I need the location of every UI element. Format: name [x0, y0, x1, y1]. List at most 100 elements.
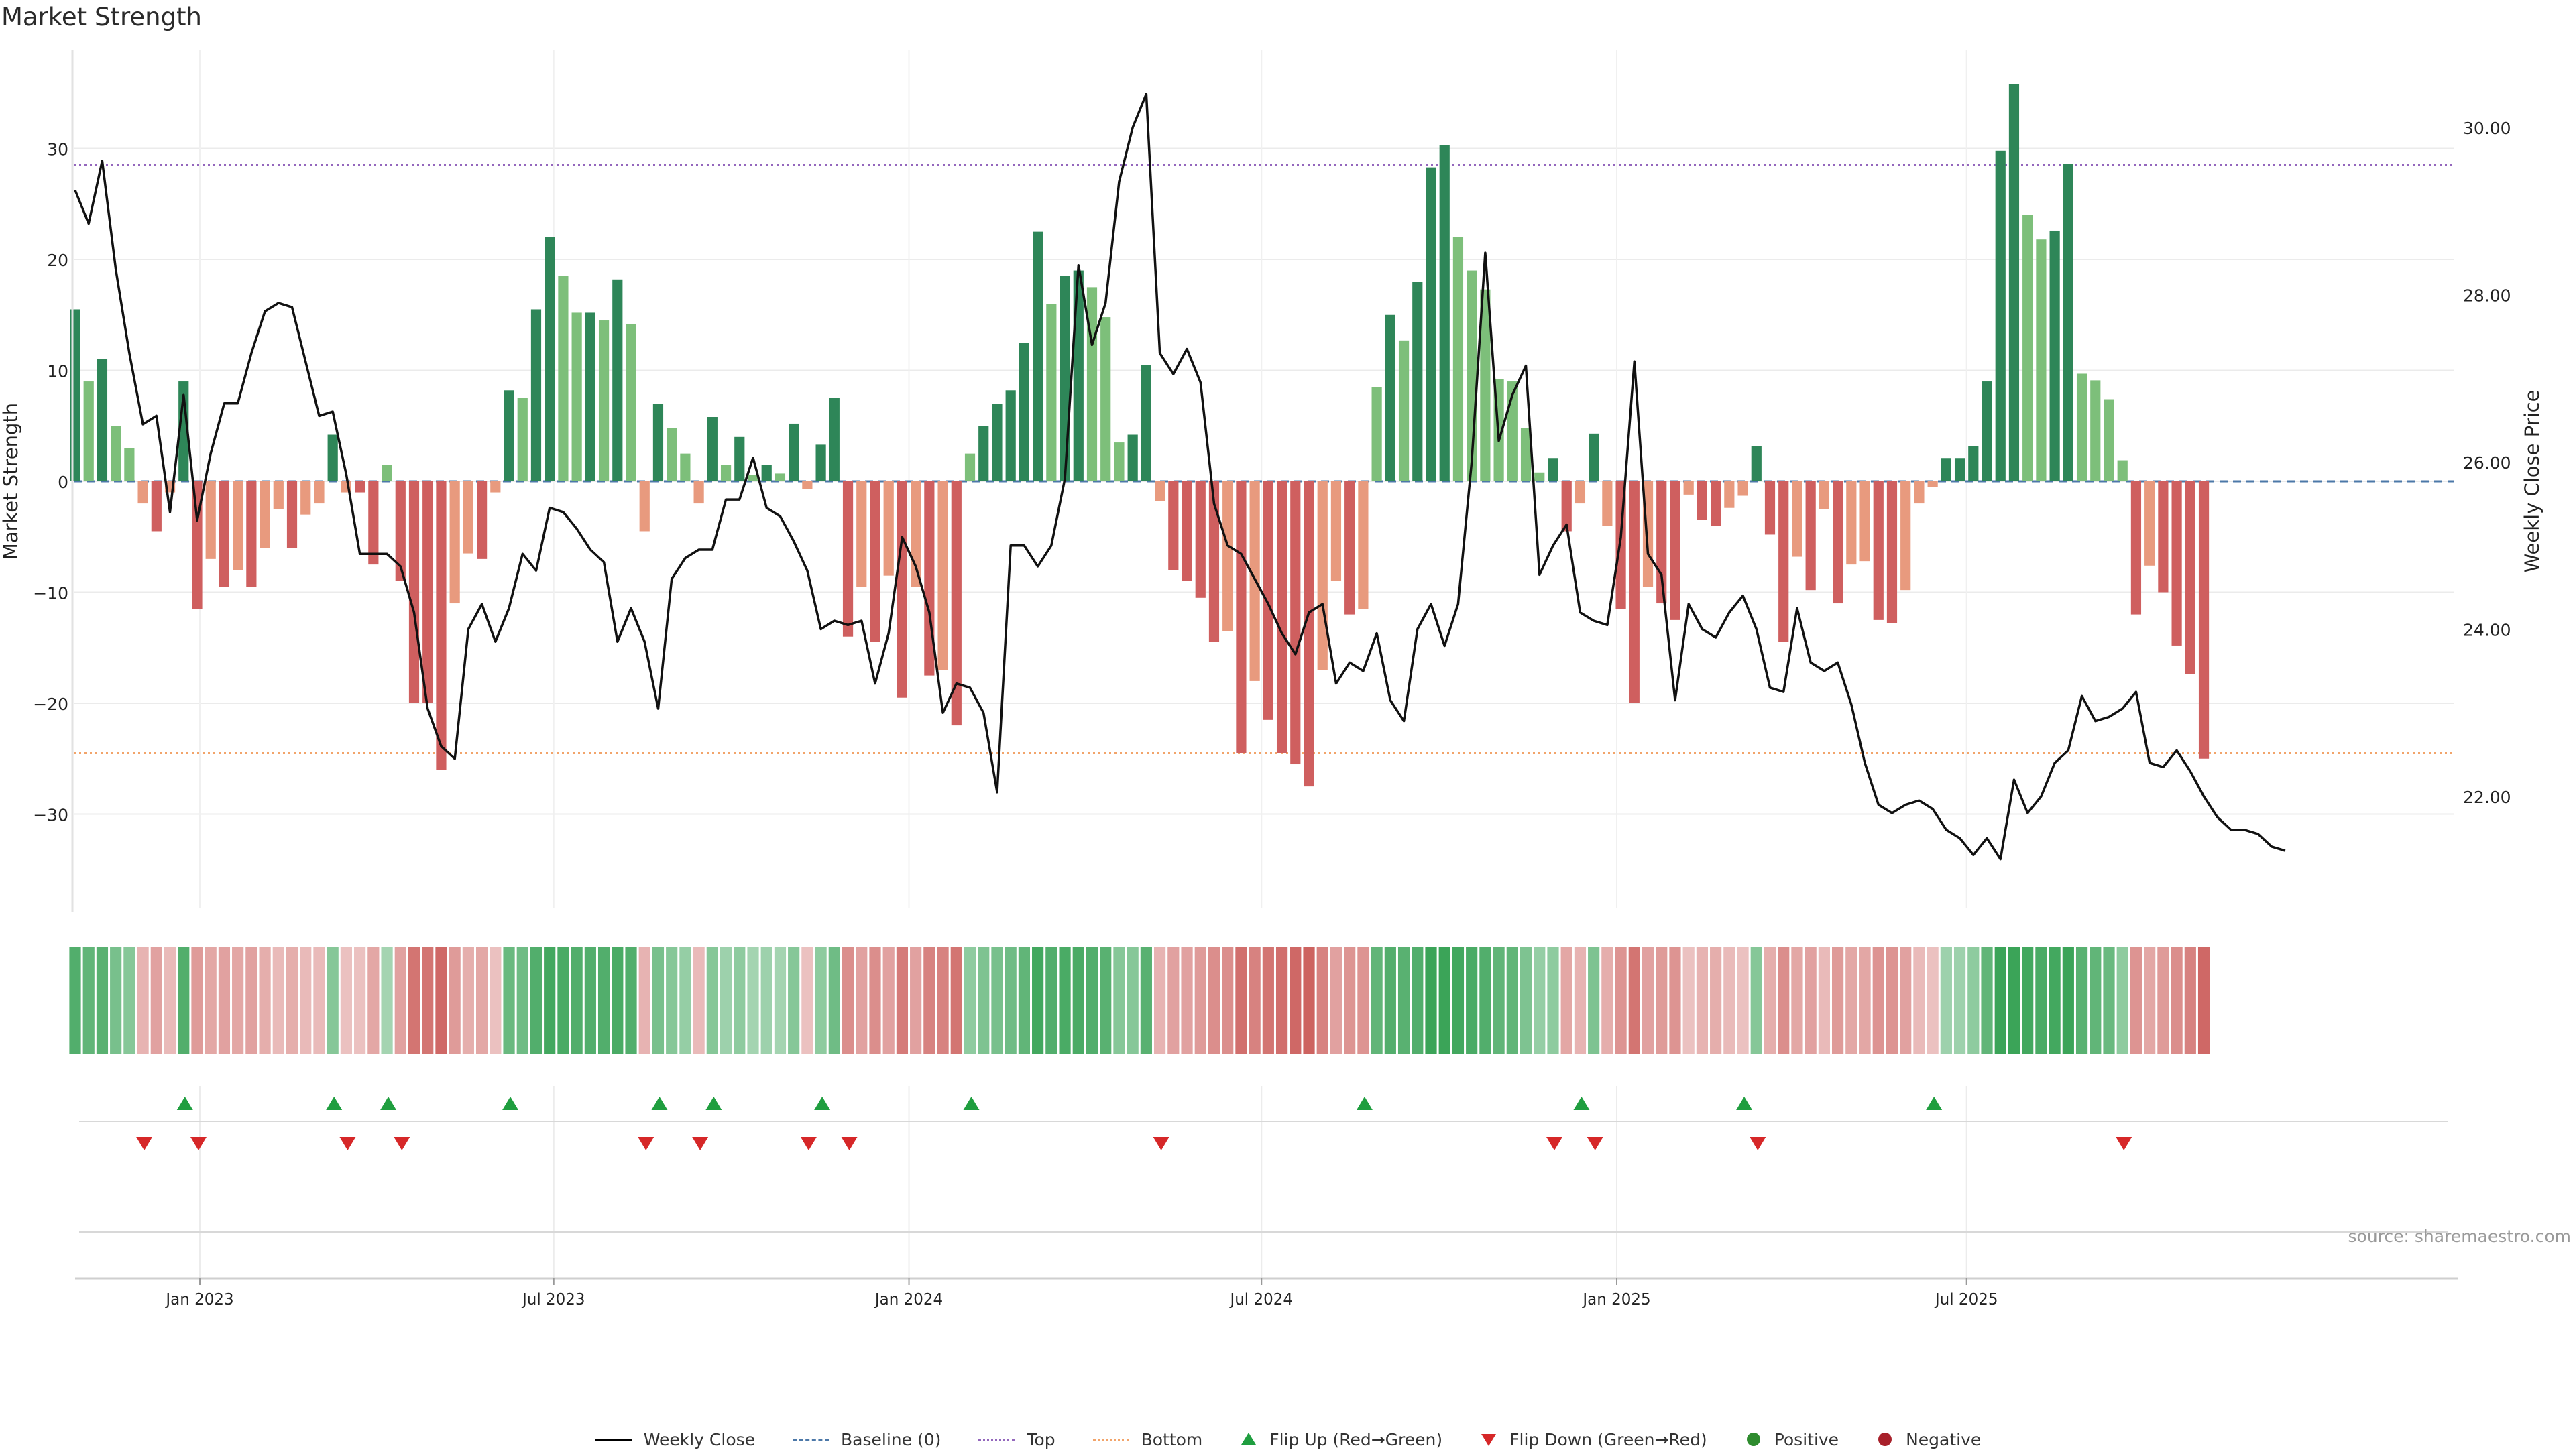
strength-bar [1358, 481, 1369, 609]
y-axis-label: Market Strength [0, 403, 22, 560]
strength-bar [1236, 481, 1247, 753]
x-tick-label: Jul 2025 [1934, 1291, 1998, 1309]
y2-tick-label: 26.00 [2463, 453, 2511, 473]
heat-cell [503, 947, 515, 1054]
y-tick-label: 10 [47, 362, 68, 381]
line-swatch-icon [594, 1429, 633, 1449]
heat-cell [1154, 947, 1166, 1054]
flip-down-marker [394, 1137, 410, 1150]
heat-cell [978, 947, 990, 1054]
x-tick-label: Jul 2024 [1228, 1291, 1293, 1309]
heat-cell [2130, 947, 2142, 1054]
heat-cell [1940, 947, 1952, 1054]
strength-bar [1724, 481, 1735, 508]
strength-bar [422, 481, 433, 703]
heat-cell [869, 947, 881, 1054]
legend-label: Flip Up (Red→Green) [1269, 1429, 1443, 1449]
strength-bar [1954, 458, 1965, 481]
strength-bar [1819, 481, 1829, 509]
legend-label: Negative [1906, 1429, 1982, 1449]
flip-down-marker [1546, 1137, 1563, 1150]
strength-bar [1561, 481, 1572, 532]
strength-bar [1982, 381, 1992, 481]
dashed-line-swatch-icon [791, 1429, 830, 1449]
strength-bar [1629, 481, 1640, 703]
strength-bar [273, 481, 284, 509]
strength-bar [775, 473, 786, 481]
heat-cell [652, 947, 665, 1054]
heat-cell [1235, 947, 1247, 1054]
strength-bar [449, 481, 460, 604]
heat-cell [1791, 947, 1803, 1054]
strength-bar [1602, 481, 1613, 526]
strength-bar [1683, 481, 1694, 495]
strength-bar [395, 481, 406, 581]
heat-cell [1357, 947, 1369, 1054]
strength-bar [585, 312, 595, 481]
strength-bar [1222, 481, 1233, 631]
strength-bar [1520, 428, 1532, 481]
heat-cell [1615, 947, 1627, 1054]
heat-cell [327, 947, 339, 1054]
heat-cell [1994, 947, 2006, 1054]
heat-cell [1466, 947, 1478, 1054]
heat-cell [1290, 947, 1302, 1054]
strength-bar [1276, 481, 1288, 753]
chart-title: Market Strength [1, 3, 202, 32]
heat-cell [1723, 947, 1735, 1054]
strength-bar [2144, 481, 2155, 566]
y2-tick-label: 24.00 [2463, 621, 2511, 640]
strength-bar [639, 481, 650, 532]
x-tick-label: Jan 2024 [874, 1291, 943, 1309]
strength-bar [1385, 314, 1395, 481]
heat-cell [1479, 947, 1491, 1054]
strength-bar [1127, 434, 1138, 481]
strength-bar [1195, 481, 1206, 598]
heat-cell [1438, 947, 1450, 1054]
strength-bar [829, 398, 840, 481]
legend-item-baseline: Baseline (0) [791, 1429, 941, 1449]
heat-cell [1113, 947, 1125, 1054]
strength-bar [1670, 481, 1680, 620]
strength-bar [1873, 481, 1884, 620]
flip-down-marker [1750, 1137, 1766, 1150]
heat-cell [490, 947, 502, 1054]
heat-cell [1045, 947, 1057, 1054]
heat-cell [435, 947, 447, 1054]
strength-bar [2198, 481, 2210, 759]
strength-bar [2185, 481, 2195, 674]
strength-bar [490, 481, 501, 493]
heat-cell [882, 947, 895, 1054]
flip-up-marker [705, 1097, 722, 1110]
strength-bar [300, 481, 311, 515]
strength-bar [1073, 270, 1084, 481]
strength-bar [1330, 481, 1342, 581]
strength-bar [1480, 289, 1491, 481]
heat-cell [1750, 947, 1762, 1054]
strength-bar [1833, 481, 1843, 604]
heat-cell [1262, 947, 1274, 1054]
flip-up-marker [651, 1097, 668, 1110]
heat-cell [597, 947, 610, 1054]
strength-bar [626, 323, 636, 481]
heat-cell [584, 947, 596, 1054]
heat-cell [1330, 947, 1342, 1054]
flip-down-marker [2116, 1137, 2132, 1150]
heat-cell [449, 947, 461, 1054]
strength-bar [1737, 481, 1748, 496]
strength-bar [951, 481, 962, 726]
heat-cell [530, 947, 542, 1054]
heat-cell [150, 947, 162, 1054]
flip-markers [136, 1097, 2132, 1150]
heat-cell [1710, 947, 1722, 1054]
strength-bar [693, 481, 704, 504]
strength-bar [355, 481, 365, 493]
strength-bar [652, 404, 664, 481]
heat-cell [1601, 947, 1613, 1054]
strength-bar [1304, 481, 1314, 787]
heat-cell [1737, 947, 1749, 1054]
strength-bar [2008, 84, 2020, 481]
flip-up-marker [1356, 1097, 1373, 1110]
heat-cell [1927, 947, 1939, 1054]
